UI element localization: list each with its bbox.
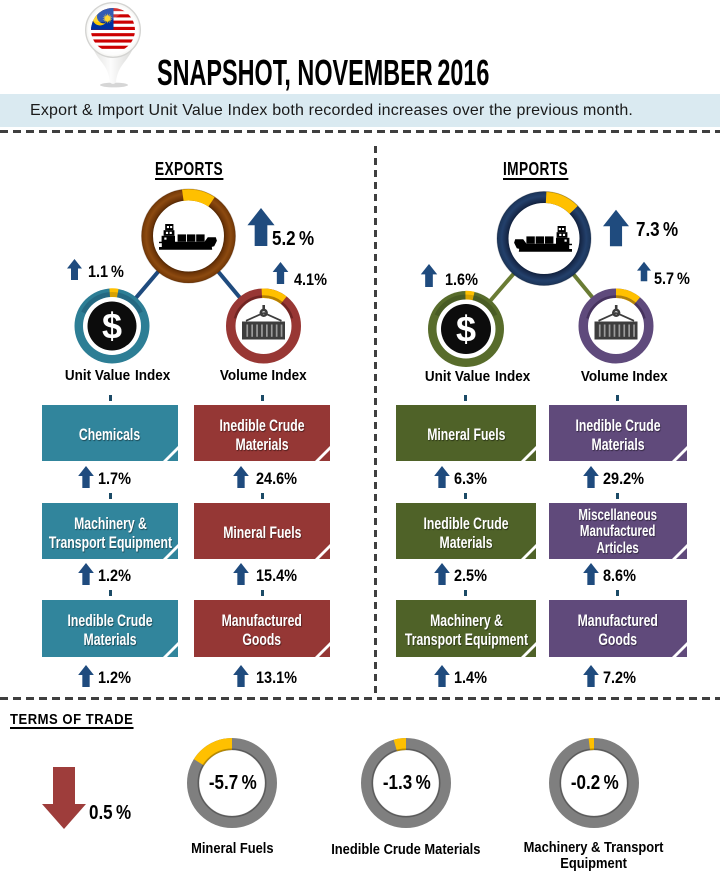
- svg-text:$: $: [456, 309, 476, 350]
- svg-text:$: $: [102, 306, 122, 347]
